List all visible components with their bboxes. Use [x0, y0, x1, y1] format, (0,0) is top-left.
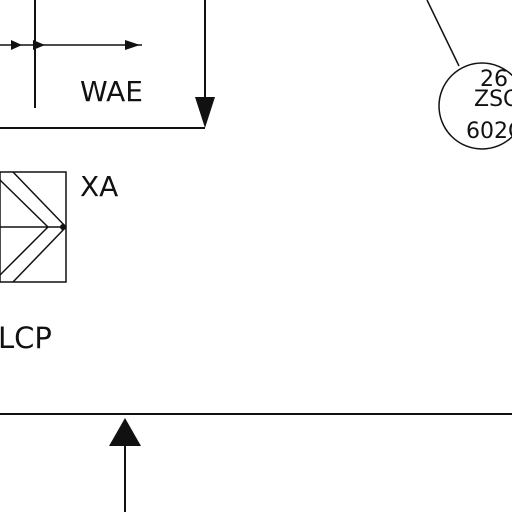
xa-upper-diagonal-1: [12, 171, 67, 228]
label-xa: XA: [80, 170, 118, 203]
xa-lower-diagonal-2: [0, 226, 49, 276]
down-arrowhead: [195, 97, 215, 128]
callout-circle: [438, 62, 512, 150]
label-wae: WAE: [80, 75, 143, 108]
top-middle-arrowhead-left: [33, 40, 45, 50]
callout-text-line-1: 26: [480, 67, 508, 92]
callout-leader-line: [426, 0, 460, 67]
xa-upper-diagonal-2: [0, 179, 49, 228]
xa-connection-dot: [60, 224, 66, 230]
callout-text-line-2: ZSC: [474, 87, 512, 112]
callout-text-line-3: 602C: [466, 119, 512, 144]
xa-lower-diagonal-1: [12, 226, 67, 283]
label-lcp: LCP: [0, 321, 52, 355]
bottom-up-arrowhead: [109, 418, 141, 446]
top-right-arrowhead: [125, 40, 140, 50]
top-left-arrowhead: [11, 40, 22, 50]
